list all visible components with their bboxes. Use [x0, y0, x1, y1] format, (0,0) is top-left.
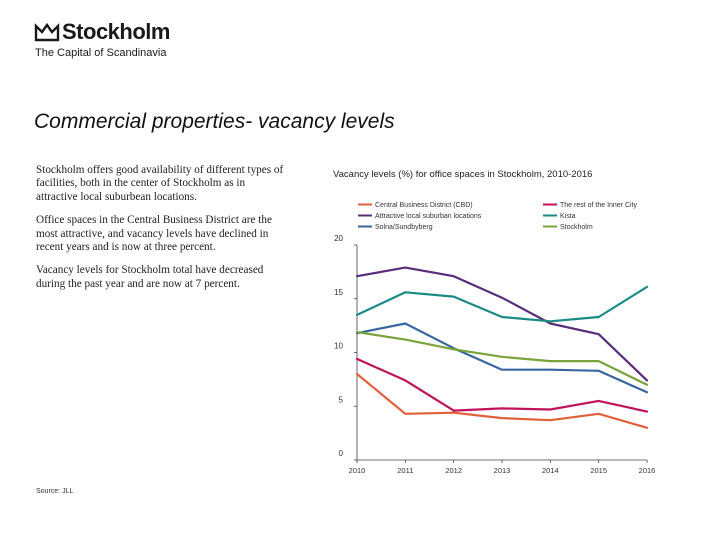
- x-tick-label: 2011: [397, 466, 413, 475]
- slide-title: Commercial properties- vacancy levels: [34, 110, 395, 133]
- x-tick-label: 2012: [445, 466, 462, 475]
- paragraph-availability: Stockholm offers good availability of di…: [36, 164, 284, 203]
- vacancy-line-chart: Vacancy levels (%) for office spaces in …: [333, 169, 655, 475]
- legend-label: Central Business District (CBD): [375, 202, 473, 209]
- legend-label: The rest of the Inner City: [560, 202, 638, 209]
- legend-label: Solna/Sundbyberg: [375, 224, 433, 231]
- series-line: [355, 331, 649, 386]
- y-tick-label: 0: [339, 449, 344, 458]
- y-tick-label: 20: [334, 234, 343, 243]
- series-line: [355, 266, 649, 382]
- x-tick-label: 2013: [494, 466, 511, 475]
- legend-label: Kista: [560, 213, 576, 220]
- legend-label: Attractive local suburban locations: [375, 213, 482, 220]
- series-line: [355, 372, 649, 429]
- chart-legend: Central Business District (CBD) The rest …: [358, 202, 638, 231]
- series-line: [355, 285, 649, 323]
- brand-tagline: The Capital of Scandinavia: [35, 47, 167, 59]
- legend-label: Stockholm: [560, 224, 593, 231]
- paragraph-cbd: Office spaces in the Central Business Di…: [36, 214, 272, 254]
- source-note: Source: JLL: [36, 488, 74, 495]
- series-line: [355, 322, 649, 394]
- y-tick-label: 15: [334, 288, 343, 297]
- brand-logo: Stockholm The Capital of Scandinavia: [34, 20, 170, 59]
- chart-title: Vacancy levels (%) for office spaces in …: [333, 169, 592, 180]
- series-line: [355, 357, 649, 413]
- logo-row: Stockholm: [34, 20, 170, 44]
- x-tick-label: 2016: [639, 466, 656, 475]
- description-text: Stockholm offers good availability of di…: [36, 164, 288, 301]
- x-tick-label: 2014: [542, 466, 559, 475]
- x-tick-label: 2015: [590, 466, 607, 475]
- chart-axes: 0 5 10 15 20 2010 2011 2012 2013 2014 2015 2016: [334, 234, 655, 475]
- brand-name: Stockholm: [62, 19, 170, 44]
- crown-icon: [34, 22, 60, 42]
- paragraph-stockholm-total: Vacancy levels for Stockholm total have …: [36, 264, 264, 290]
- x-tick-label: 2010: [349, 466, 366, 475]
- y-tick-label: 5: [339, 395, 344, 404]
- chart-plot-area: [355, 266, 649, 429]
- y-tick-label: 10: [334, 342, 343, 351]
